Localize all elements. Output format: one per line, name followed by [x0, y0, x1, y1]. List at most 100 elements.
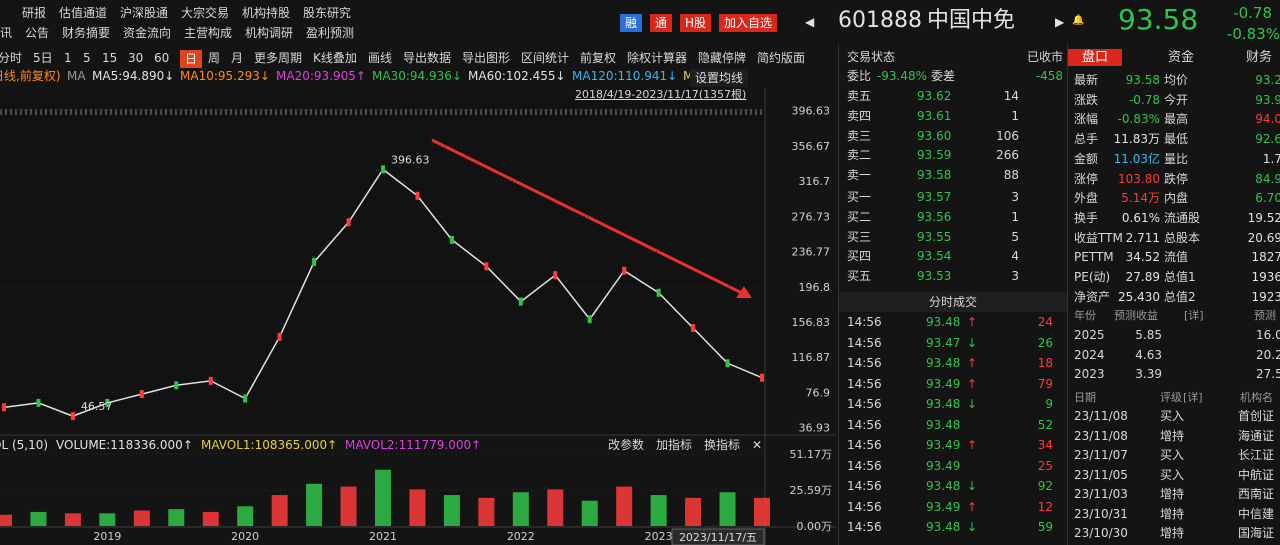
volume-bar: [202, 511, 219, 526]
indicator-button[interactable]: ✕: [752, 438, 763, 452]
prev-button[interactable]: ◀: [805, 15, 815, 29]
nav-item[interactable]: 财务摘要: [62, 26, 111, 40]
book-price: 93.57: [917, 190, 952, 204]
ma-value: MA30:94.936↓: [372, 69, 462, 83]
toolbar-item[interactable]: 60: [154, 51, 170, 65]
toolbar-item[interactable]: 导出数据: [403, 51, 452, 65]
trade-time: 14:56: [847, 417, 882, 432]
indicator-button[interactable]: 加指标: [656, 438, 693, 452]
toolbar-item[interactable]: 5: [83, 51, 91, 65]
header-button[interactable]: 通: [650, 14, 673, 32]
rating-org: 中航证: [1238, 467, 1275, 482]
price-area: [0, 98, 765, 435]
toolbar-item[interactable]: 分时: [0, 51, 23, 65]
candle: [760, 373, 764, 382]
stat-value: 5.14万: [1121, 191, 1160, 206]
nav-item[interactable]: 机构调研: [245, 26, 294, 40]
nav-item[interactable]: 资金流向: [123, 26, 172, 40]
order-panel: 交易状态 已收市 委比 -93.48% 委差 -458 卖五 93.62 14 卖四 93.61 1 卖…: [838, 44, 1068, 545]
toolbar-item[interactable]: 5日: [33, 51, 53, 65]
nav-item[interactable]: 股东研究: [303, 6, 352, 20]
candle: [518, 297, 523, 306]
stat-value: 20.69: [1247, 230, 1280, 245]
trade-time: 14:56: [847, 356, 882, 370]
stat-label: 跌停: [1164, 171, 1189, 186]
rating-org: 西南证: [1238, 487, 1275, 501]
toolbar-item[interactable]: 1: [64, 51, 72, 65]
toolbar-item[interactable]: 简约版面: [757, 51, 806, 65]
book-price: 93.60: [917, 128, 952, 143]
indicator-button[interactable]: 换指标: [704, 438, 741, 452]
y-tick-label: 236.77: [792, 246, 831, 259]
rating-org: 首创证: [1238, 409, 1275, 423]
forecast-header: [详]: [1184, 309, 1204, 322]
book-level: 卖二: [847, 148, 872, 163]
trade-time: 14:56: [847, 499, 882, 514]
status-label: 交易状态: [847, 50, 896, 64]
stat-value: 11.83万: [1113, 132, 1160, 147]
nav-item[interactable]: 大宗交易: [181, 6, 230, 20]
indicator-button[interactable]: 改参数: [608, 438, 645, 452]
rating-org: 海通证: [1238, 428, 1275, 443]
toolbar-item[interactable]: 区间统计: [521, 51, 570, 65]
toolbar-item[interactable]: 前复权: [580, 51, 617, 65]
toolbar-item[interactable]: 更多周期: [254, 51, 303, 65]
header-button[interactable]: 融: [620, 14, 643, 32]
nav-item[interactable]: 主营构成: [184, 26, 233, 40]
nav-item[interactable]: 研报: [22, 6, 47, 20]
toolbar-item[interactable]: 画线: [368, 51, 393, 65]
rating-org: 长江证: [1238, 448, 1275, 462]
nav-item[interactable]: 机构持股: [242, 6, 291, 20]
rating-date: 23/10/30: [1074, 526, 1128, 540]
alert-button[interactable]: 🔔: [1072, 15, 1085, 26]
toolbar-item[interactable]: 导出图形: [462, 51, 511, 65]
candle: [36, 398, 41, 407]
stat-label: 总值1: [1164, 270, 1196, 284]
volume-bar: [340, 486, 357, 526]
toolbar-item[interactable]: 月: [231, 51, 244, 65]
rating-date: 23/11/08: [1074, 409, 1128, 423]
price-annotation: 396.63: [391, 153, 430, 166]
volume-bar: [409, 489, 426, 526]
quote-tab[interactable]: 盘口: [1068, 49, 1123, 66]
header-button[interactable]: 加入自选: [719, 14, 778, 32]
rating-date: 23/11/03: [1074, 487, 1128, 501]
quote-tab[interactable]: 财务: [1246, 50, 1273, 65]
y-tick-label: 51.17万: [790, 448, 833, 461]
forecast-year: 2025: [1074, 328, 1105, 342]
candle: [139, 390, 144, 399]
toolbar-item[interactable]: 隐藏停牌: [698, 51, 747, 65]
ma-settings[interactable]: 设置均线: [690, 69, 749, 87]
rating-header: [详]: [1183, 391, 1203, 404]
trade-price: 93.48: [926, 356, 961, 370]
toolbar-item[interactable]: 15: [102, 51, 118, 65]
toolbar-item[interactable]: K线叠加: [313, 51, 357, 65]
trade-arrow: ↓: [967, 335, 978, 350]
toolbar-item[interactable]: 周: [208, 51, 221, 65]
diff-label: 委差: [931, 69, 956, 83]
chart-panel: 396.63 356.67 316.7 276.73 236.77 196.8 156.83…: [0, 6, 836, 545]
quote-tab[interactable]: 资金: [1168, 50, 1195, 65]
nav-item[interactable]: 沪深股通: [120, 6, 169, 20]
stat-value: 1.7: [1262, 151, 1280, 166]
trade-arrow: ↑: [967, 376, 978, 391]
nav-item[interactable]: 盈利预测: [306, 26, 355, 40]
forecast-year: 2024: [1074, 347, 1105, 362]
trade-arrow: ↓: [967, 520, 978, 534]
nav-item[interactable]: 讯: [0, 26, 13, 40]
y-tick-label: 76.9: [806, 386, 831, 399]
forecast-header: 年份: [1074, 309, 1096, 322]
next-button[interactable]: ▶: [1055, 15, 1065, 29]
stat-value: 34.52: [1125, 250, 1160, 265]
y-tick-label: 396.63: [792, 105, 831, 118]
toolbar-item[interactable]: 30: [128, 51, 144, 65]
rating-date: 23/11/05: [1074, 467, 1128, 482]
nav-item[interactable]: 公告: [25, 26, 50, 40]
stat-value: 94.0: [1255, 112, 1280, 127]
stat-label: 量比: [1164, 151, 1189, 166]
toolbar-item[interactable]: 日: [180, 50, 203, 68]
toolbar-item[interactable]: 除权计算器: [627, 51, 688, 65]
nav-item[interactable]: 估值通道: [59, 6, 108, 20]
book-level: 买三: [847, 229, 872, 244]
header-button[interactable]: H股: [680, 14, 712, 32]
